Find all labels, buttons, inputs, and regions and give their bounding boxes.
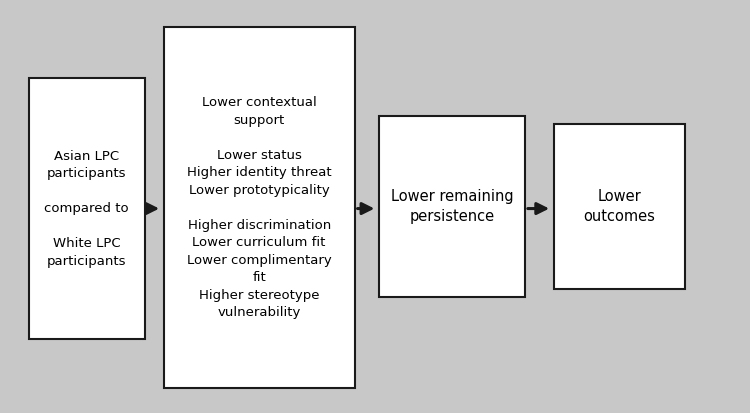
FancyBboxPatch shape [554, 124, 685, 289]
Text: Lower contextual
support

Lower status
Higher identity threat
Lower prototypical: Lower contextual support Lower status Hi… [187, 96, 332, 319]
Text: Lower
outcomes: Lower outcomes [584, 189, 655, 224]
Text: Lower remaining
persistence: Lower remaining persistence [391, 189, 513, 224]
Text: Asian LPC
participants

compared to

White LPC
participants: Asian LPC participants compared to White… [44, 150, 129, 268]
FancyBboxPatch shape [379, 116, 525, 297]
FancyBboxPatch shape [28, 78, 145, 339]
FancyBboxPatch shape [164, 27, 355, 388]
